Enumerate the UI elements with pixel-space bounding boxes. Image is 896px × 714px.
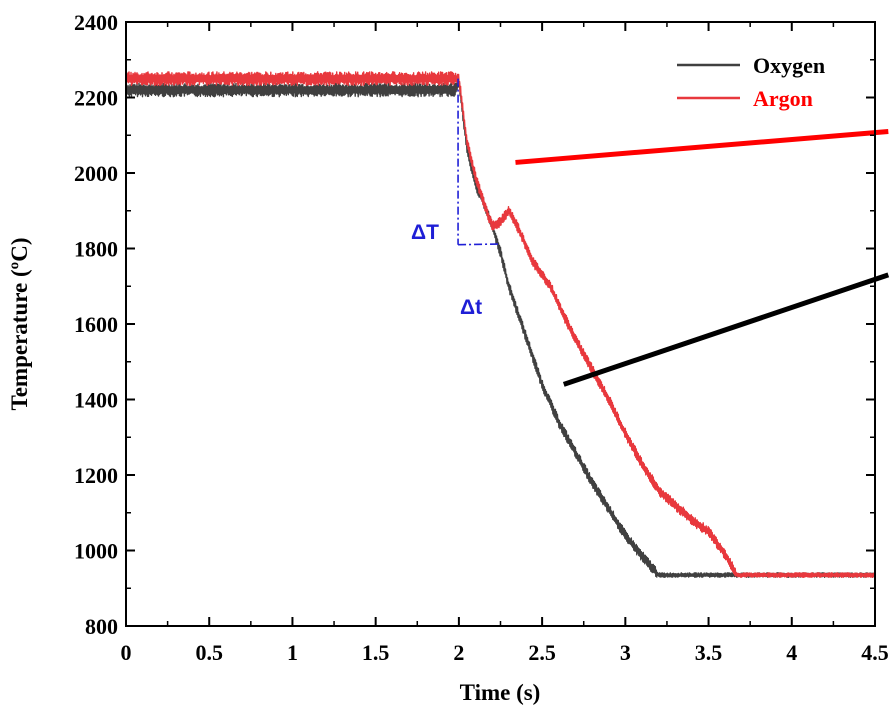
y-tick-label: 2400 <box>74 10 118 35</box>
x-axis-title: Time (s) <box>460 680 541 705</box>
y-tick-label: 1400 <box>74 388 118 413</box>
series-line-oxygen <box>125 78 876 578</box>
x-tick-label: 2.5 <box>528 640 556 665</box>
x-tick-label: 0.5 <box>195 640 223 665</box>
y-axis-title: Temperature (ºC) <box>7 237 32 410</box>
delta-guide-line <box>458 243 501 246</box>
x-tick-label: 2 <box>453 640 464 665</box>
delta-t-label: Δt <box>460 296 482 319</box>
y-tick-label: 1600 <box>74 312 118 337</box>
y-tick-label: 2000 <box>74 161 118 186</box>
x-tick-label: 3.5 <box>695 640 723 665</box>
axis-layer: 0 0.5 1 1.5 2 2.5 3 3.5 4 4.5 800 1000 1200 1400 1600 1… <box>74 10 889 665</box>
y-tick-label: 800 <box>85 614 118 639</box>
y-tick-label: 1800 <box>74 237 118 262</box>
x-tick-label: 4 <box>786 640 797 665</box>
delta-T-label: ΔT <box>411 221 439 244</box>
y-tick-label: 2200 <box>74 86 118 111</box>
legend-label-oxygen: Oxygen <box>753 53 825 78</box>
x-tick-label: 1 <box>287 640 298 665</box>
annotation-layer <box>457 78 890 387</box>
legend-label-argon: Argon <box>753 86 813 111</box>
series-line-argon <box>125 71 876 578</box>
plot-frame <box>125 21 876 627</box>
series-layer <box>125 71 876 578</box>
x-tick-label: 1.5 <box>362 640 390 665</box>
x-tick-label: 0 <box>121 640 132 665</box>
y-tick-label: 1000 <box>74 539 118 564</box>
pointer-line <box>515 128 889 165</box>
legend: Oxygen Argon <box>677 53 825 111</box>
pointer-line <box>562 272 890 387</box>
x-tick-label: 3 <box>620 640 631 665</box>
x-tick-label: 4.5 <box>861 640 889 665</box>
y-tick-label: 1200 <box>74 463 118 488</box>
